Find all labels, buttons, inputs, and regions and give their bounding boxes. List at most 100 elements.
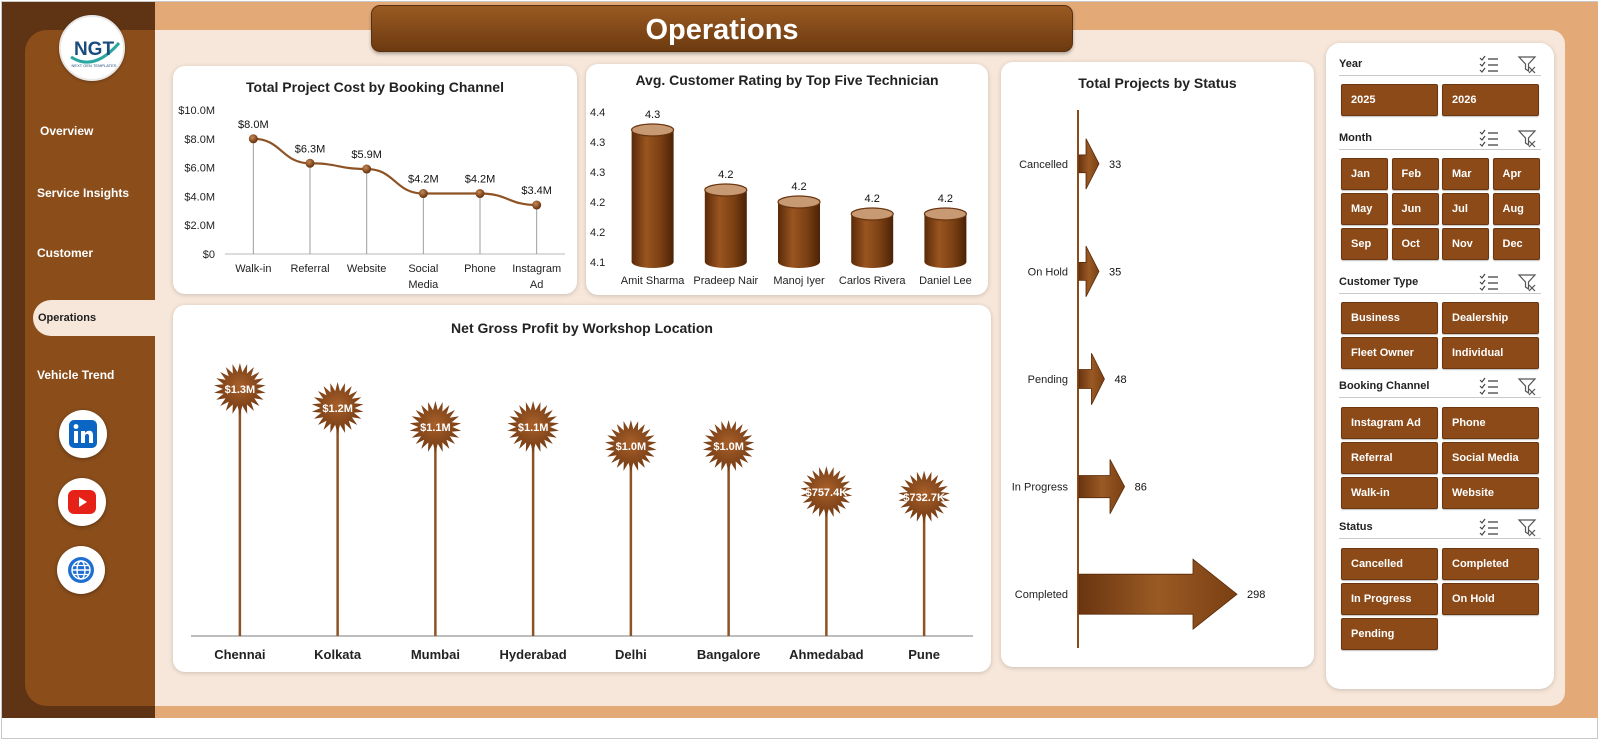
rating-y-tick: 4.4 xyxy=(590,107,605,119)
multi-select-icon[interactable] xyxy=(1479,54,1499,79)
slicer-option-year[interactable]: 2025 xyxy=(1341,84,1438,116)
status-arrow xyxy=(1078,138,1100,190)
cost-point xyxy=(305,158,315,168)
slicer-option-month[interactable]: Apr xyxy=(1492,158,1540,190)
multi-select-icon[interactable] xyxy=(1479,128,1499,153)
cost-x-tick: Referral xyxy=(290,263,329,275)
rating-bar xyxy=(924,214,967,268)
slicer-option-status[interactable]: On Hold xyxy=(1442,583,1539,615)
slicer-option-status[interactable]: Pending xyxy=(1341,618,1438,650)
slicer-option-booking-channel[interactable]: Social Media xyxy=(1442,442,1539,474)
slicer-option-month[interactable]: Jan xyxy=(1341,158,1388,190)
cost-x-tick: Phone xyxy=(464,263,496,275)
slicer-option-year[interactable]: 2026 xyxy=(1442,84,1539,116)
cost-x-tick: Instagram xyxy=(512,263,561,275)
nav-item-overview[interactable]: Overview xyxy=(40,124,94,138)
slicer-option-status[interactable]: In Progress xyxy=(1341,583,1438,615)
status-arrow xyxy=(1078,353,1105,405)
slicer-option-month[interactable]: May xyxy=(1341,193,1388,225)
slicer-option-status[interactable]: Cancelled xyxy=(1341,548,1438,580)
profit-x-tick: Delhi xyxy=(615,647,647,662)
status-y-tick: Pending xyxy=(1028,374,1068,386)
slicer-option-booking-channel[interactable]: Phone xyxy=(1442,407,1539,439)
cost-data-label: $4.2M xyxy=(465,174,496,186)
profit-x-tick: Pune xyxy=(908,647,940,662)
slicer-option-month[interactable]: Oct xyxy=(1391,228,1439,260)
status-data-label: 86 xyxy=(1135,482,1147,494)
page-title-bar: Operations xyxy=(371,5,1073,52)
cost-point xyxy=(532,200,542,210)
youtube-icon[interactable] xyxy=(58,478,106,526)
rating-bar-chart: 4.1 4.2 4.2 4.3 4.3 4.4 4.3 Amit Sharma 4.2 Prade… xyxy=(590,107,972,287)
slicer-option-status[interactable]: Completed xyxy=(1442,548,1539,580)
rating-y-tick: 4.3 xyxy=(590,167,605,179)
slicer-option-month[interactable]: Jun xyxy=(1391,193,1439,225)
slicer-option-booking-channel[interactable]: Website xyxy=(1442,477,1539,509)
nav-item-vehicle-trend[interactable]: Vehicle Trend xyxy=(37,368,115,382)
slicer-option-booking-channel[interactable]: Instagram Ad xyxy=(1341,407,1438,439)
cost-y-tick: $0 xyxy=(203,249,215,261)
logo: NGT NEXT GEN TEMPLATES xyxy=(59,15,125,81)
clear-filter-icon[interactable] xyxy=(1517,128,1537,153)
status-data-label: 33 xyxy=(1109,159,1121,171)
slicer-header-status: Status xyxy=(1339,515,1541,539)
rating-chart-card: Avg. Customer Rating by Top Five Technic… xyxy=(586,64,988,295)
rating-bar xyxy=(704,190,747,268)
cost-x-tick: Ad xyxy=(530,279,543,291)
slicer-option-customer-type[interactable]: Dealership xyxy=(1442,302,1539,334)
globe-icon[interactable] xyxy=(57,546,105,594)
slicer-option-booking-channel[interactable]: Walk-in xyxy=(1341,477,1438,509)
profit-x-tick: Ahmedabad xyxy=(789,647,863,662)
profit-data-label: $732.7K xyxy=(903,492,945,504)
profit-x-tick: Kolkata xyxy=(314,647,362,662)
multi-select-icon[interactable] xyxy=(1479,272,1499,297)
nav-item-operations[interactable]: Operations xyxy=(33,300,162,336)
rating-bar xyxy=(778,202,820,268)
clear-filter-icon[interactable] xyxy=(1517,54,1537,79)
slicer-option-month[interactable]: Sep xyxy=(1341,228,1388,260)
rating-bar xyxy=(631,130,674,268)
slicer-option-month[interactable]: Feb xyxy=(1391,158,1439,190)
slicer-option-month[interactable]: Dec xyxy=(1492,228,1540,260)
multi-select-icon[interactable] xyxy=(1479,376,1499,401)
profit-burst-marker xyxy=(507,401,559,453)
profit-x-tick: Chennai xyxy=(214,647,265,662)
profit-chart-card: Net Gross Profit by Workshop Location $1… xyxy=(173,305,991,672)
rating-y-tick: 4.2 xyxy=(590,197,605,209)
cost-y-tick: $2.0M xyxy=(184,220,215,232)
profit-data-label: $1.3M xyxy=(225,384,256,396)
rating-x-tick: Carlos Rivera xyxy=(839,275,907,287)
slicer-option-customer-type[interactable]: Business xyxy=(1341,302,1438,334)
profit-data-label: $1.2M xyxy=(322,403,353,415)
slicer-option-month[interactable]: Jul xyxy=(1442,193,1489,225)
rating-data-label: 4.3 xyxy=(645,109,660,121)
cost-data-label: $3.4M xyxy=(521,185,552,197)
multi-select-icon[interactable] xyxy=(1479,517,1499,542)
slicer-option-month[interactable]: Mar xyxy=(1442,158,1489,190)
slicer-option-month[interactable]: Aug xyxy=(1492,193,1540,225)
clear-filter-icon[interactable] xyxy=(1517,272,1537,297)
nav-item-service-insights[interactable]: Service Insights xyxy=(37,186,130,200)
linkedin-icon[interactable] xyxy=(59,410,107,458)
slicer-option-month[interactable]: Nov xyxy=(1442,228,1489,260)
cost-point xyxy=(475,189,485,199)
rating-data-label: 4.2 xyxy=(865,193,880,205)
slicer-label: Status xyxy=(1339,521,1373,533)
cost-x-tick: Website xyxy=(347,263,387,275)
slicer-option-booking-channel[interactable]: Referral xyxy=(1341,442,1438,474)
slicer-header-month: Month xyxy=(1339,126,1541,150)
clear-filter-icon[interactable] xyxy=(1517,517,1537,542)
status-y-tick: In Progress xyxy=(1012,482,1069,494)
rating-x-tick: Manoj Iyer xyxy=(773,275,825,287)
cost-x-tick: Media xyxy=(408,279,439,291)
nav-item-customer[interactable]: Customer xyxy=(37,246,94,260)
profit-lollipop-chart: $1.3M Chennai $1.2M Kolkata $1.1M Mumbai $1.1M… xyxy=(191,363,973,662)
rating-x-tick: Daniel Lee xyxy=(919,275,972,287)
slicer-option-customer-type[interactable]: Individual xyxy=(1442,337,1539,369)
rating-bar-top xyxy=(777,195,821,209)
cost-chart-title: Total Project Cost by Booking Channel xyxy=(246,79,504,95)
clear-filter-icon[interactable] xyxy=(1517,376,1537,401)
slicer-option-customer-type[interactable]: Fleet Owner xyxy=(1341,337,1438,369)
profit-x-tick: Bangalore xyxy=(697,647,761,662)
